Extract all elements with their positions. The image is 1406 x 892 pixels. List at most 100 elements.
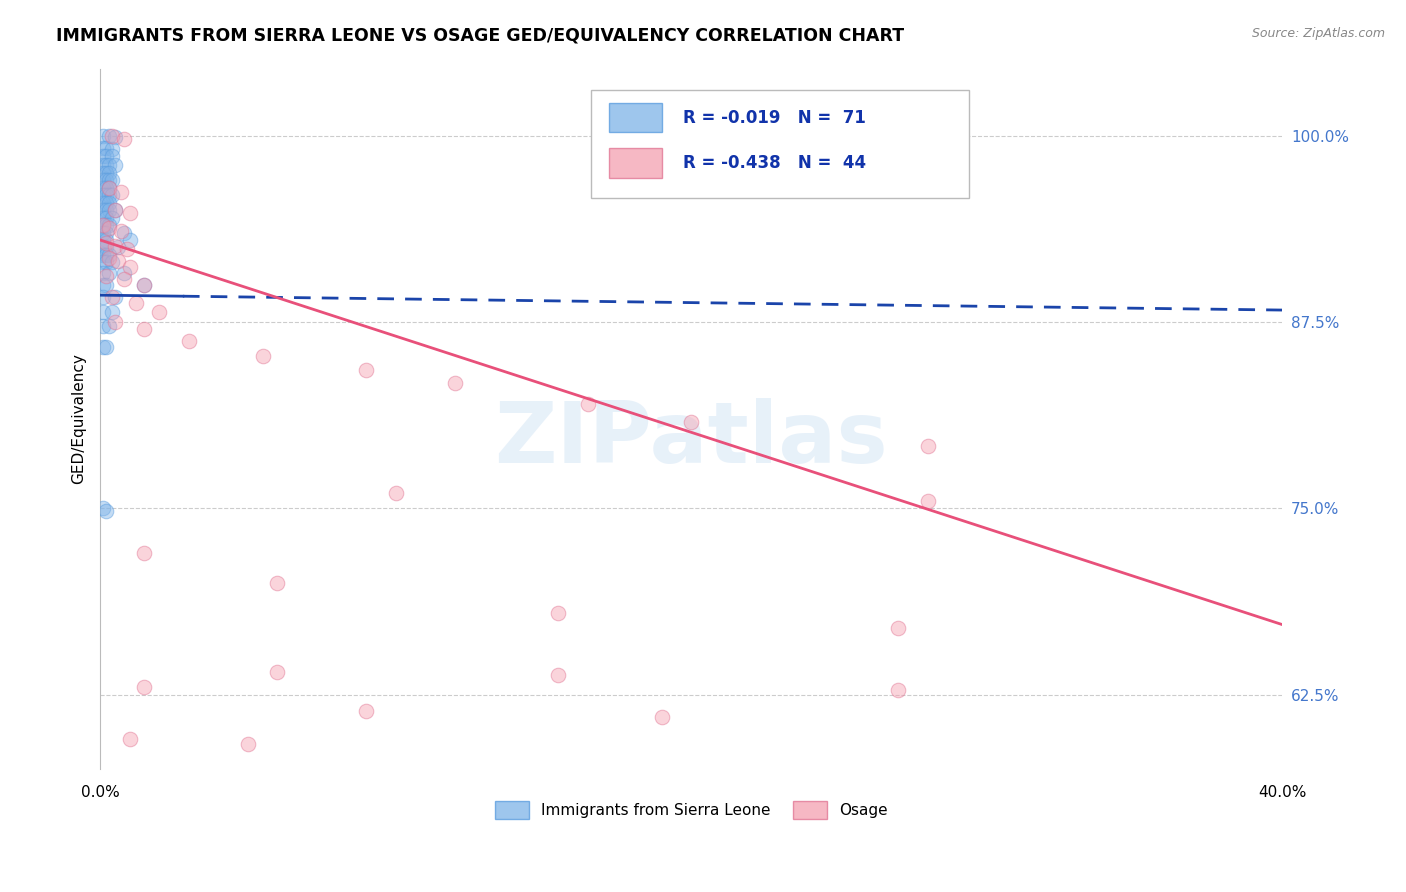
Point bbox=[91, 128, 114, 143]
Point bbox=[651, 710, 673, 724]
Point bbox=[94, 181, 117, 195]
Point bbox=[98, 203, 121, 218]
Point bbox=[98, 181, 121, 195]
Point bbox=[94, 235, 117, 250]
Point bbox=[112, 272, 135, 286]
Point bbox=[94, 218, 117, 232]
Point bbox=[98, 158, 121, 172]
Point bbox=[94, 255, 117, 269]
Point bbox=[101, 149, 124, 163]
Point bbox=[104, 130, 127, 145]
Point bbox=[101, 290, 124, 304]
Point bbox=[576, 397, 599, 411]
Point bbox=[917, 494, 939, 508]
Point bbox=[91, 290, 114, 304]
Point bbox=[94, 268, 117, 283]
Point bbox=[98, 221, 121, 235]
Point bbox=[94, 173, 117, 187]
Point bbox=[94, 166, 117, 180]
Point bbox=[118, 233, 141, 247]
Point bbox=[98, 128, 121, 143]
Point bbox=[110, 186, 132, 200]
Point bbox=[112, 226, 135, 240]
Point bbox=[94, 158, 117, 172]
Point bbox=[91, 195, 114, 210]
Point bbox=[110, 224, 132, 238]
Point bbox=[98, 251, 121, 265]
Point bbox=[98, 188, 121, 202]
Text: R = -0.019   N =  71: R = -0.019 N = 71 bbox=[683, 109, 866, 127]
Point bbox=[91, 211, 114, 225]
Point bbox=[94, 248, 117, 262]
Point bbox=[101, 304, 124, 318]
Point bbox=[94, 140, 117, 154]
FancyBboxPatch shape bbox=[609, 148, 662, 178]
Point bbox=[91, 140, 114, 154]
Point bbox=[98, 173, 121, 187]
Point bbox=[91, 277, 114, 292]
Point bbox=[104, 239, 127, 253]
Point bbox=[134, 277, 156, 292]
Point bbox=[91, 188, 114, 202]
Point bbox=[887, 621, 910, 635]
Point bbox=[681, 415, 703, 429]
Point bbox=[547, 668, 569, 682]
Point bbox=[91, 218, 114, 232]
Point bbox=[107, 253, 129, 268]
Point bbox=[118, 260, 141, 274]
Point bbox=[91, 319, 114, 334]
Point bbox=[94, 203, 117, 218]
Point bbox=[91, 166, 114, 180]
Point bbox=[101, 188, 124, 202]
Y-axis label: GED/Equivalency: GED/Equivalency bbox=[72, 353, 86, 484]
Text: IMMIGRANTS FROM SIERRA LEONE VS OSAGE GED/EQUIVALENCY CORRELATION CHART: IMMIGRANTS FROM SIERRA LEONE VS OSAGE GE… bbox=[56, 27, 904, 45]
Point bbox=[91, 266, 114, 280]
Point bbox=[91, 158, 114, 172]
Point bbox=[101, 128, 124, 143]
Point bbox=[384, 486, 406, 500]
Point bbox=[104, 203, 127, 218]
Point bbox=[112, 266, 135, 280]
Point bbox=[91, 149, 114, 163]
Point bbox=[236, 737, 259, 751]
Point bbox=[98, 266, 121, 280]
Point bbox=[104, 290, 127, 304]
Point bbox=[112, 131, 135, 145]
Point bbox=[94, 226, 117, 240]
Point bbox=[94, 195, 117, 210]
Point bbox=[547, 606, 569, 620]
Point bbox=[91, 218, 114, 232]
Text: R = -0.438   N =  44: R = -0.438 N = 44 bbox=[683, 154, 866, 172]
Point bbox=[101, 211, 124, 225]
Point bbox=[98, 218, 121, 232]
Point bbox=[101, 173, 124, 187]
Point bbox=[104, 158, 127, 172]
Point bbox=[101, 255, 124, 269]
Point bbox=[118, 206, 141, 220]
Point bbox=[91, 304, 114, 318]
Point bbox=[134, 681, 156, 695]
Point bbox=[118, 732, 141, 747]
Point bbox=[443, 376, 465, 391]
Point bbox=[101, 142, 124, 156]
Point bbox=[91, 248, 114, 262]
Point bbox=[98, 319, 121, 334]
Point bbox=[98, 166, 121, 180]
Point bbox=[104, 315, 127, 329]
Point bbox=[354, 362, 377, 376]
Point bbox=[91, 203, 114, 218]
Point bbox=[91, 226, 114, 240]
Point bbox=[177, 334, 200, 349]
Point bbox=[887, 683, 910, 698]
Point bbox=[98, 248, 121, 262]
Point bbox=[98, 195, 121, 210]
FancyBboxPatch shape bbox=[591, 89, 969, 198]
Point bbox=[134, 546, 156, 560]
Point bbox=[94, 504, 117, 518]
Point bbox=[134, 277, 156, 292]
Point bbox=[94, 211, 117, 225]
Point bbox=[94, 277, 117, 292]
Point bbox=[91, 233, 114, 247]
Point bbox=[354, 704, 377, 718]
Point bbox=[94, 188, 117, 202]
